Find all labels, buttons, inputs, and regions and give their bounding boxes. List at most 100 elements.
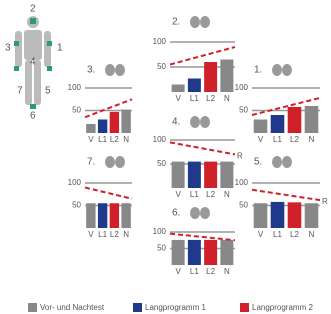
body-label: 6 [30,111,36,122]
panel-icon [190,116,200,128]
legend-label: Langprogramm 2 [252,303,313,312]
y-tick-label: 50 [72,106,81,115]
legend-swatch [133,303,142,312]
bar [204,162,217,188]
panel-title: 6. [172,208,180,219]
panel-title: 5. [254,157,262,168]
x-tick-label: L1 [190,94,199,103]
panel-icon [190,16,200,28]
bar [254,203,268,228]
bar [110,203,119,228]
bar [188,240,201,265]
x-tick-label: N [123,135,129,144]
trend-line [170,234,235,241]
sensor [47,66,52,71]
panel-icon [272,156,282,168]
panel-title: 7. [87,157,95,168]
body-label: 5 [45,86,51,97]
x-tick-label: L1 [98,230,107,239]
bar [86,203,95,228]
sensor [14,66,19,71]
x-tick-label: L2 [110,230,119,239]
bar [305,203,319,228]
bar [172,85,185,93]
body-torso [24,30,42,60]
y-tick-label: 100 [235,83,249,92]
x-tick-label: L2 [206,94,215,103]
panel-icon [115,64,125,76]
legend-label: Langprogramm 1 [145,303,206,312]
y-tick-label: 100 [68,178,82,187]
panel-icon [190,207,200,219]
x-tick-label: L1 [273,135,282,144]
body-arm [44,31,51,67]
bar [188,79,201,93]
x-tick-label: L2 [290,135,299,144]
x-tick-label: V [175,94,181,103]
x-tick-label: L1 [190,190,199,199]
bar [204,240,217,265]
bar [288,107,302,133]
bar [271,202,285,228]
x-tick-label: V [175,190,181,199]
x-tick-label: L2 [206,190,215,199]
bar [271,115,285,133]
y-tick-label: 50 [239,201,248,210]
bar [188,162,201,188]
x-tick-label: L1 [190,267,199,276]
bar [121,203,130,228]
panel-icon [105,64,115,76]
y-tick-label: 100 [68,83,82,92]
panel-icon [282,156,292,168]
bar [172,240,185,265]
panel-icon [200,116,210,128]
bar [86,124,95,133]
bar [110,112,119,133]
x-tick-label: L1 [98,135,107,144]
figure: 1 2 3 4 5 6 7 1.50100VL1L2N2.50100VL1L2N… [0,0,331,314]
bar [98,120,107,134]
trend-line [170,142,235,154]
annotation: R [237,152,243,161]
x-tick-label: N [224,94,230,103]
sensor [30,18,36,24]
panel-title: 4. [172,117,180,128]
panel-icon [282,64,292,76]
body-label: 2 [30,4,36,15]
x-tick-label: L2 [206,267,215,276]
bar [220,162,233,188]
body-label: 1 [57,43,63,54]
bar [220,240,233,265]
x-tick-label: L1 [273,230,282,239]
x-tick-label: V [175,267,181,276]
legend-swatch [28,303,37,312]
trend-line [85,188,132,199]
legend-label: Vor- und Nachtest [40,303,105,312]
y-tick-label: 50 [72,201,81,210]
x-tick-label: N [224,267,230,276]
bar [254,120,268,134]
panel-icon [200,16,210,28]
panel-icon [115,156,125,168]
legend-swatch [240,303,249,312]
y-tick-label: 50 [157,159,166,168]
sensor [30,104,36,109]
body-label: 3 [5,43,11,54]
sensor [47,41,52,46]
body-arm [15,31,22,67]
bar [288,202,302,228]
y-tick-label: 100 [153,37,167,46]
panel-icon [105,156,115,168]
x-tick-label: V [88,230,94,239]
sensor [14,41,19,46]
x-tick-label: N [309,230,315,239]
annotation: R [322,197,328,206]
panel-icon [272,64,282,76]
y-tick-label: 50 [157,62,166,71]
x-tick-label: N [123,230,129,239]
bar [305,106,319,133]
x-tick-label: V [258,135,264,144]
bar [172,162,185,188]
x-tick-label: V [88,135,94,144]
x-tick-label: N [224,190,230,199]
